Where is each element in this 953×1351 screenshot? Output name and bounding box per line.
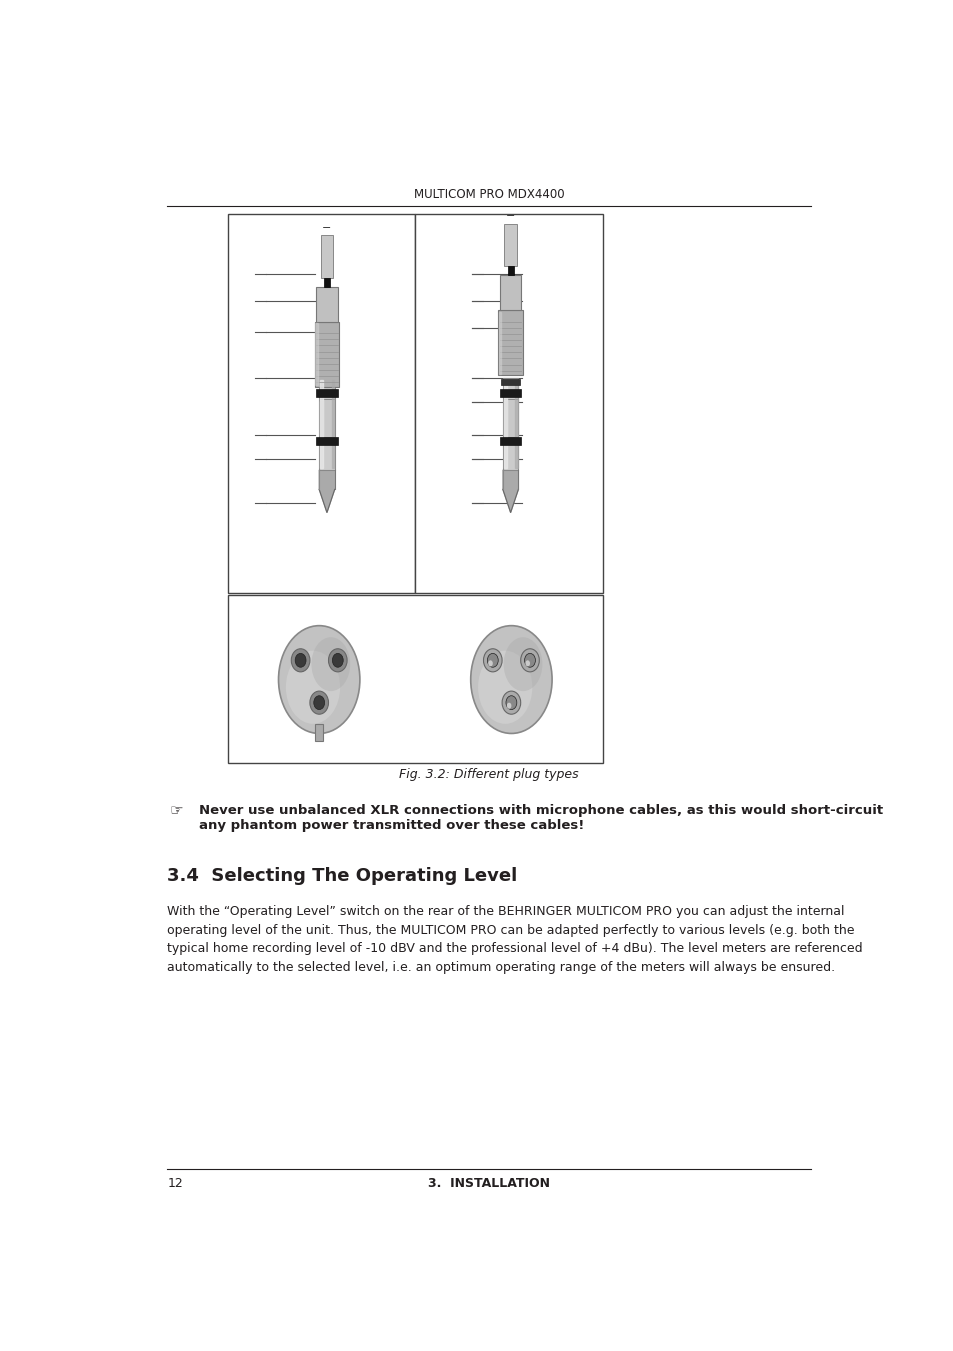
Ellipse shape	[310, 692, 328, 715]
Bar	[315, 286, 337, 322]
Bar	[499, 436, 521, 444]
Bar	[507, 266, 513, 276]
Ellipse shape	[286, 651, 340, 724]
Text: Never use unbalanced XLR connections with microphone cables, as this would short: Never use unbalanced XLR connections wit…	[199, 804, 882, 816]
Ellipse shape	[332, 654, 343, 667]
Polygon shape	[319, 401, 323, 435]
Bar	[314, 322, 339, 386]
Bar	[228, 594, 602, 763]
Text: ☞: ☞	[170, 804, 183, 819]
Bar	[315, 724, 323, 742]
Bar	[499, 389, 521, 397]
Bar	[315, 389, 337, 397]
Text: 3.4  Selecting The Operating Level: 3.4 Selecting The Operating Level	[167, 867, 517, 885]
Polygon shape	[503, 401, 506, 435]
Ellipse shape	[506, 703, 511, 709]
Ellipse shape	[487, 654, 497, 667]
Bar	[500, 380, 519, 385]
Ellipse shape	[505, 696, 517, 709]
Polygon shape	[332, 380, 334, 467]
Text: −: −	[505, 211, 515, 222]
Text: any phantom power transmitted over these cables!: any phantom power transmitted over these…	[199, 819, 584, 832]
Polygon shape	[315, 323, 317, 385]
Bar	[415, 215, 602, 593]
Bar	[319, 399, 335, 436]
Ellipse shape	[291, 648, 310, 671]
Polygon shape	[319, 470, 335, 512]
Bar	[320, 235, 333, 277]
Bar	[502, 378, 517, 470]
Polygon shape	[515, 380, 517, 467]
Ellipse shape	[520, 648, 538, 671]
Bar	[499, 276, 521, 309]
Text: −: −	[322, 223, 332, 232]
Ellipse shape	[483, 648, 501, 671]
Ellipse shape	[524, 654, 535, 667]
Polygon shape	[498, 312, 500, 374]
Ellipse shape	[488, 661, 493, 666]
Ellipse shape	[328, 648, 347, 671]
Text: 12: 12	[167, 1178, 183, 1190]
Ellipse shape	[470, 626, 552, 734]
Ellipse shape	[294, 654, 306, 667]
Bar	[323, 277, 330, 286]
Ellipse shape	[314, 696, 324, 709]
Text: With the “Operating Level” switch on the rear of the BEHRINGER MULTICOM PRO you : With the “Operating Level” switch on the…	[167, 905, 862, 974]
Bar	[502, 399, 517, 436]
Bar	[497, 309, 522, 376]
Text: MULTICOM PRO MDX4400: MULTICOM PRO MDX4400	[414, 188, 563, 201]
Polygon shape	[502, 470, 517, 512]
Ellipse shape	[477, 651, 532, 724]
Bar	[319, 378, 335, 470]
Bar	[228, 215, 415, 593]
Text: 3.  INSTALLATION: 3. INSTALLATION	[428, 1178, 549, 1190]
Ellipse shape	[503, 638, 542, 692]
Polygon shape	[319, 380, 323, 467]
Bar	[504, 224, 517, 266]
Ellipse shape	[525, 661, 530, 666]
Text: Fig. 3.2: Different plug types: Fig. 3.2: Different plug types	[398, 767, 578, 781]
Ellipse shape	[278, 626, 359, 734]
Bar	[315, 436, 337, 444]
Polygon shape	[503, 380, 506, 467]
Ellipse shape	[501, 692, 520, 715]
Ellipse shape	[311, 638, 350, 692]
